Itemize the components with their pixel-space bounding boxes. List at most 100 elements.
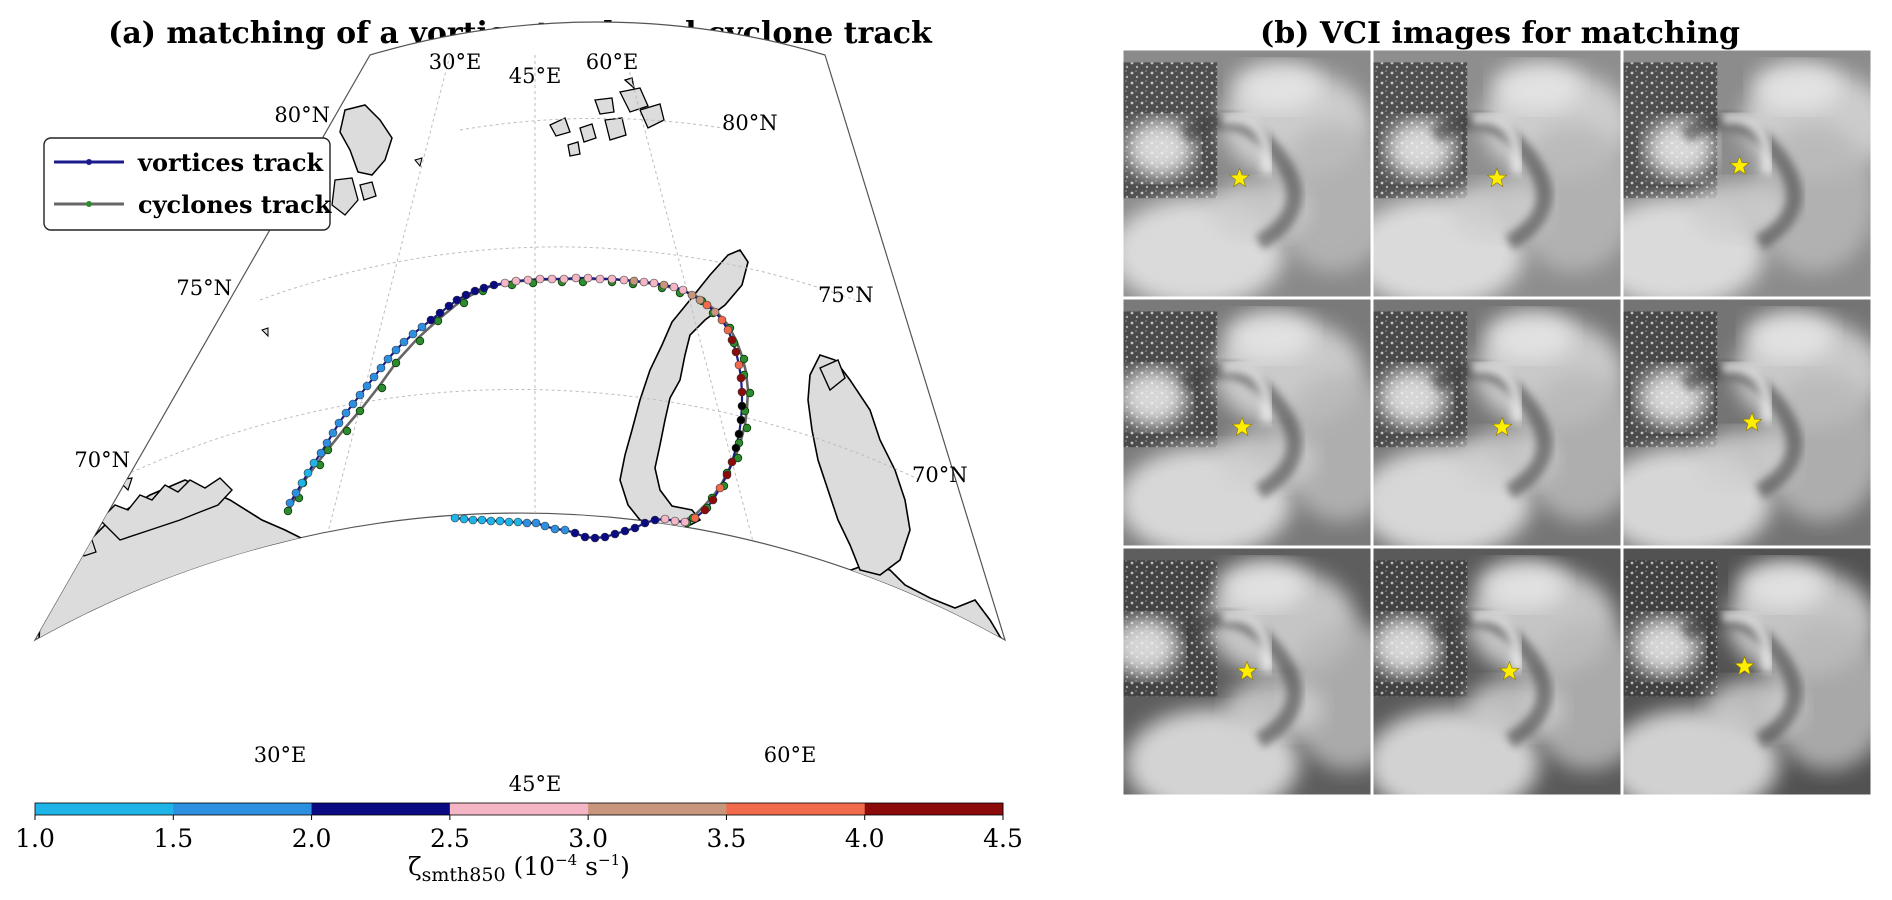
cyclone-track-point bbox=[739, 354, 749, 364]
vortex-track-point bbox=[620, 526, 630, 536]
norway-coast bbox=[99, 477, 233, 541]
vortex-track-point bbox=[630, 523, 640, 533]
vortex-track-point bbox=[715, 483, 725, 493]
vortex-track-point bbox=[550, 524, 560, 534]
colorbar-segment bbox=[173, 803, 313, 815]
vortex-track-point bbox=[369, 372, 379, 382]
vortex-track-point bbox=[444, 301, 454, 311]
cyclone-track-point bbox=[433, 316, 443, 326]
vortex-track-point bbox=[700, 505, 710, 515]
cyclone-center-star-icon bbox=[1734, 655, 1755, 676]
vortex-track-point bbox=[639, 277, 649, 287]
vortex-track-point bbox=[650, 515, 660, 525]
vortex-track-point bbox=[722, 470, 732, 480]
colorbar-ticks: 1.0 1.5 2.0 2.5 3.0 3.5 4.0 4.5 bbox=[15, 815, 1023, 853]
cyclone-center-star-icon bbox=[1729, 155, 1750, 175]
vortex-track-point bbox=[468, 515, 478, 525]
cyclone-center-star-icon bbox=[1231, 416, 1253, 437]
colorbar-segment bbox=[449, 803, 589, 815]
cyclone-track-point bbox=[355, 406, 365, 416]
lat-label-left-70: 70°N bbox=[74, 448, 130, 472]
legend-vortices-label: vortices track bbox=[137, 148, 324, 177]
vci-image-2 bbox=[1372, 49, 1622, 298]
cyclone-center-star-icon bbox=[1236, 660, 1258, 681]
vortex-track-point bbox=[291, 488, 301, 498]
vortex-track-point bbox=[489, 280, 499, 290]
cyclone-track-point bbox=[342, 426, 352, 436]
vortex-track-point bbox=[450, 513, 460, 523]
cyclone-center-star-icon bbox=[1491, 416, 1513, 437]
vortex-track-point bbox=[435, 308, 445, 318]
cyclone-track-point bbox=[459, 298, 469, 308]
vortex-track-point bbox=[495, 516, 505, 526]
cyclone-track-point bbox=[745, 388, 755, 398]
vortex-track-point bbox=[452, 295, 462, 305]
colorbar-segment bbox=[35, 803, 174, 815]
vortex-track-point bbox=[731, 347, 741, 357]
vci-image-1 bbox=[1122, 49, 1372, 298]
vortex-track-point bbox=[737, 401, 747, 411]
legend-cyclones-label: cyclones track bbox=[138, 190, 333, 219]
cyclone-center-star-icon bbox=[1499, 660, 1520, 681]
lat-label-left-75: 75°N bbox=[176, 276, 232, 300]
vortex-track-point bbox=[535, 274, 545, 284]
vci-image-6 bbox=[1622, 298, 1872, 547]
vortex-track-point bbox=[690, 513, 700, 523]
vortex-track-point bbox=[590, 533, 600, 543]
bay-inlet bbox=[494, 599, 556, 641]
cyclone-track-point bbox=[283, 506, 293, 516]
vortex-track-point bbox=[459, 514, 469, 524]
vortex-track-point bbox=[670, 516, 680, 526]
colorbar-segment bbox=[311, 803, 451, 815]
vci-image-7 bbox=[1122, 547, 1372, 796]
cyclone-track-point bbox=[377, 383, 387, 393]
vortex-track-point bbox=[500, 278, 510, 288]
lon-label-top-45: 45°E bbox=[509, 64, 562, 88]
colorbar-tick-label: 2.0 bbox=[292, 824, 332, 853]
vci-image-5 bbox=[1372, 298, 1622, 547]
legend-vortices-marker bbox=[86, 159, 92, 165]
vortex-track-point bbox=[540, 521, 550, 531]
vortex-track-point bbox=[727, 457, 737, 467]
cyclone-track-point bbox=[323, 445, 333, 455]
vortex-track-point bbox=[511, 276, 521, 286]
vortex-track-point bbox=[470, 286, 480, 296]
colorbar-frame bbox=[34, 802, 1004, 816]
vortex-track-point bbox=[580, 532, 590, 542]
vci-image-8 bbox=[1372, 547, 1622, 796]
vortex-track-point bbox=[660, 514, 670, 524]
kolguev-island bbox=[575, 587, 609, 613]
legend: vortices track cyclones track bbox=[43, 137, 333, 231]
vci-image-9 bbox=[1622, 547, 1872, 796]
svalbard bbox=[339, 104, 393, 176]
vortex-track-point bbox=[309, 458, 319, 468]
colorbar-tick-label: 3.0 bbox=[568, 824, 608, 853]
vortex-track-point bbox=[479, 283, 489, 293]
vortex-track-point bbox=[531, 518, 541, 528]
vortex-track-point bbox=[570, 528, 580, 538]
vortex-track-point bbox=[702, 300, 712, 310]
colorbar-segment bbox=[588, 803, 727, 815]
vortex-track-point bbox=[583, 273, 593, 283]
lat-label-right-75: 75°N bbox=[818, 283, 874, 307]
cyclone-center-star-icon bbox=[1229, 167, 1250, 188]
lon-label-top-30: 30°E bbox=[429, 50, 482, 74]
vortex-track-point bbox=[610, 529, 620, 539]
colorbar-tick-label: 1.0 bbox=[15, 824, 55, 853]
legend-cyclones-marker bbox=[86, 201, 92, 207]
vortex-track-point bbox=[522, 518, 532, 528]
colorbar-segments bbox=[35, 803, 1004, 815]
vortex-track-point bbox=[619, 275, 629, 285]
vortex-track-point bbox=[600, 532, 610, 542]
cyclone-track-point bbox=[391, 358, 401, 368]
lon-label-bottom-30: 30°E bbox=[254, 743, 307, 767]
vci-image-4 bbox=[1122, 298, 1372, 547]
franz-josef-land bbox=[549, 77, 665, 157]
vortex-track-point bbox=[348, 399, 358, 409]
vortex-track-point bbox=[328, 428, 338, 438]
vortex-track-point bbox=[659, 280, 669, 290]
vortex-track-point bbox=[723, 325, 733, 335]
vortex-track-point bbox=[376, 363, 386, 373]
vortex-track-point bbox=[391, 345, 401, 355]
